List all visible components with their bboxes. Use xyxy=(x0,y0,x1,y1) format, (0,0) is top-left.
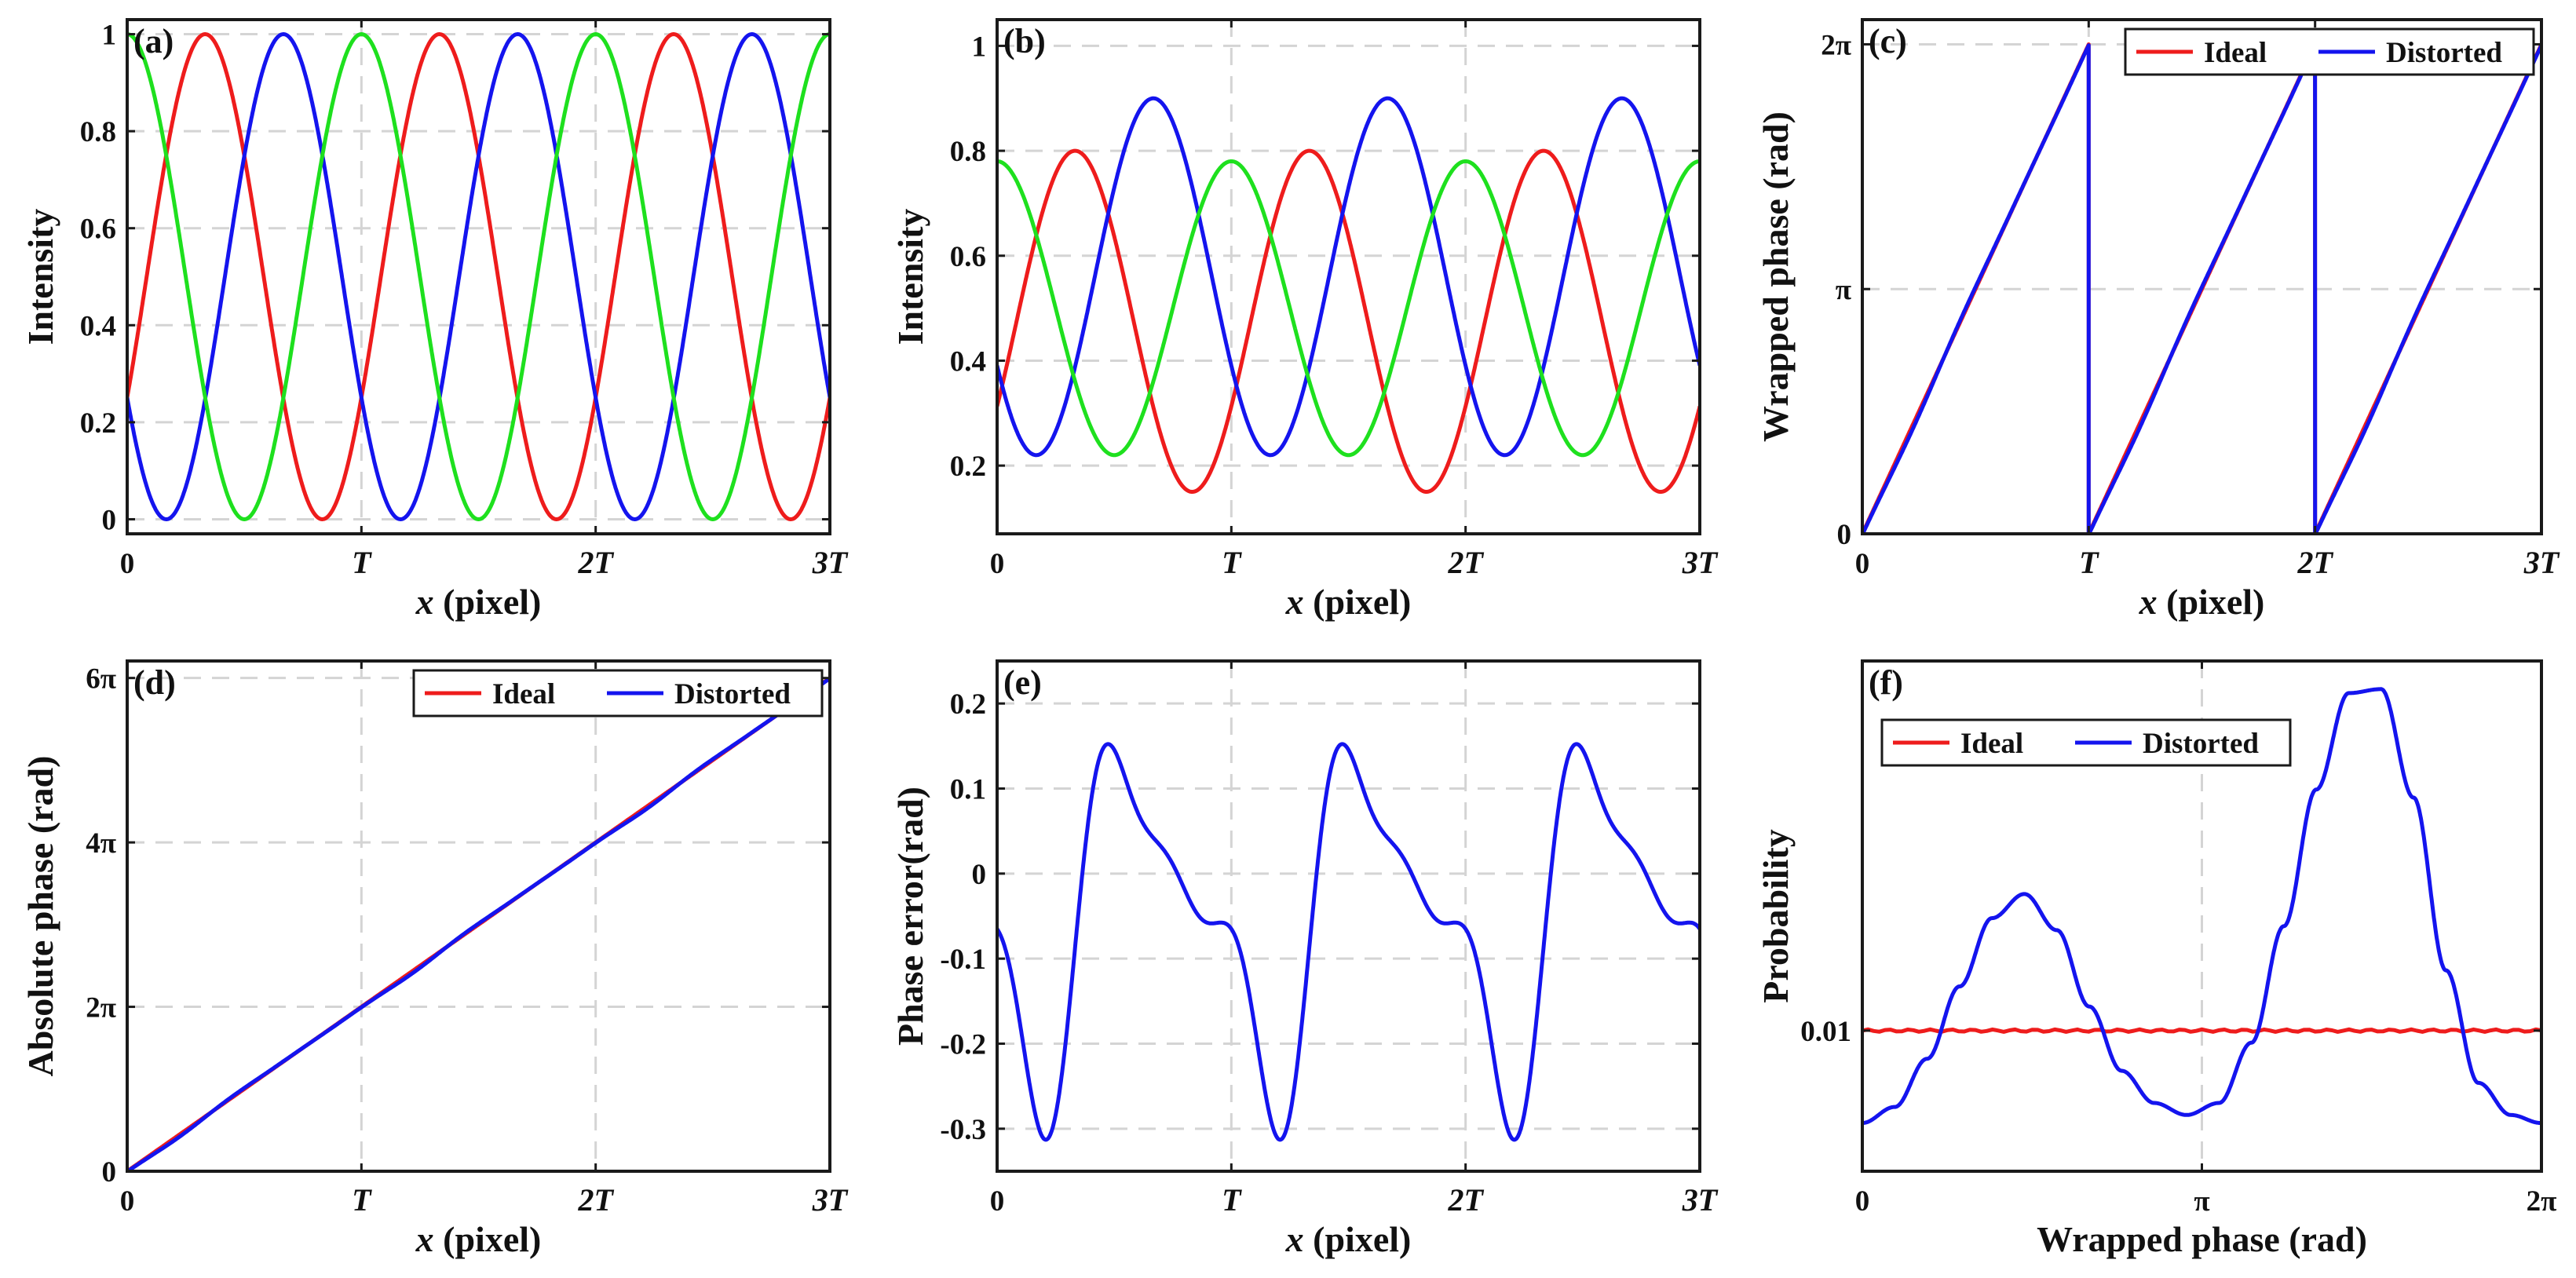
xtick-label-c-0: 0 xyxy=(1855,548,1870,580)
xtick-label-c-1: T xyxy=(2079,545,2099,580)
legend-label-ideal: Ideal xyxy=(1960,728,2023,760)
axes-frame-c xyxy=(1861,18,2543,535)
ytick-label-b-1: 0.4 xyxy=(950,345,986,378)
panel-label-a: (a) xyxy=(133,22,174,60)
xtick-label-e-3: 3T xyxy=(1682,1182,1719,1218)
xtick-label-a-3: 3T xyxy=(812,545,849,580)
legend-d: Ideal Distorted xyxy=(412,669,824,718)
xlabel-e: x (pixel) xyxy=(1285,1219,1412,1259)
xtick-label-b-0: 0 xyxy=(990,548,1005,580)
series-c-distorted xyxy=(1862,43,2541,534)
ytick-label-a-5: 1 xyxy=(102,20,117,52)
ytick-label-c-2: 2π xyxy=(1821,29,1851,61)
series-a-i2 xyxy=(127,32,830,521)
axes-frame-e xyxy=(996,659,1701,1173)
panel-d: 0 T 2T 3T 0 2π 4π 6π x (pixel) Absolute phase (ra… xyxy=(20,659,849,1259)
ytick-label-a-2: 0.4 xyxy=(80,310,116,342)
legend-label-distorted: Distorted xyxy=(2386,37,2502,69)
panel-f: 0 π 2π 0.01 Wrapped phase (rad) Probability (f… xyxy=(1756,659,2557,1259)
xtick-label-d-0: 0 xyxy=(120,1185,135,1218)
series-b-i1 xyxy=(997,148,1700,494)
xtick-label-c-3: 3T xyxy=(2523,545,2560,580)
ytick-label-b-4: 1 xyxy=(972,31,987,63)
legend-c: Ideal Distorted xyxy=(2124,27,2535,76)
ytick-label-f-0: 0.01 xyxy=(1800,1016,1851,1048)
panel-label-f: (f) xyxy=(1869,663,1903,702)
series-e-phase-error xyxy=(997,742,1700,1142)
ytick-label-e-2: -0.1 xyxy=(940,944,986,976)
panel-a: 0 T 2T 3T 0 0.2 0.4 0.6 0.8 1 x (pixel) Intensity (a… xyxy=(20,18,849,622)
ytick-label-d-3: 6π xyxy=(86,663,116,696)
series-f-distorted xyxy=(1862,687,2541,1126)
series-b-i2 xyxy=(997,96,1700,458)
series-b-i3 xyxy=(997,159,1700,458)
ytick-label-e-3: 0 xyxy=(972,859,987,891)
ytick-label-d-1: 2π xyxy=(86,992,116,1024)
ylabel-f: Probability xyxy=(1756,829,1796,1003)
ylabel-a: Intensity xyxy=(20,209,60,345)
ylabel-d: Absolute phase (rad) xyxy=(20,756,60,1077)
xtick-label-f-0: 0 xyxy=(1855,1185,1870,1218)
series-d-distorted xyxy=(127,677,830,1171)
panel-b: 0 T 2T 3T 0.2 0.4 0.6 0.8 1 x (pixel) Intensity (b) xyxy=(890,18,1719,622)
xtick-label-e-1: T xyxy=(1222,1182,1242,1218)
ytick-label-c-1: π xyxy=(1836,274,1851,306)
ytick-label-a-3: 0.6 xyxy=(80,214,116,246)
xlabel-b: x (pixel) xyxy=(1285,582,1412,622)
panel-c: 0 T 2T 3T 0 π 2π x (pixel) Wrapped phase (rad) (c… xyxy=(1756,18,2560,622)
xtick-label-d-2: 2T xyxy=(577,1182,614,1218)
ytick-label-a-0: 0 xyxy=(102,504,117,536)
xlabel-d: x (pixel) xyxy=(415,1219,542,1259)
xtick-label-d-3: 3T xyxy=(812,1182,849,1218)
axes-frame-d xyxy=(126,659,831,1173)
panel-label-b: (b) xyxy=(1003,22,1046,60)
ytick-label-d-2: 4π xyxy=(86,827,116,860)
legend-label-ideal: Ideal xyxy=(492,678,555,710)
axes-frame-b xyxy=(996,18,1701,535)
xtick-label-d-1: T xyxy=(352,1182,372,1218)
xtick-label-c-2: 2T xyxy=(2296,545,2333,580)
xlabel-f: Wrapped phase (rad) xyxy=(2037,1219,2367,1259)
panel-label-e: (e) xyxy=(1003,663,1042,702)
xtick-label-b-1: T xyxy=(1222,545,1242,580)
ytick-label-e-1: -0.2 xyxy=(940,1029,986,1061)
ytick-label-e-5: 0.2 xyxy=(950,688,986,721)
xtick-label-b-3: 3T xyxy=(1682,545,1719,580)
series-a-i3 xyxy=(127,32,830,521)
xlabel-a: x (pixel) xyxy=(415,582,542,622)
axes-frame-a xyxy=(126,18,831,535)
legend-label-ideal: Ideal xyxy=(2204,37,2267,69)
xtick-label-a-2: 2T xyxy=(577,545,614,580)
series-a-i1 xyxy=(127,32,830,521)
legend-f: Ideal Distorted xyxy=(1880,718,2292,767)
ytick-label-b-2: 0.6 xyxy=(950,241,986,273)
ylabel-c: Wrapped phase (rad) xyxy=(1756,111,1796,442)
xlabel-c: x (pixel) xyxy=(2139,582,2265,622)
series-f-ideal xyxy=(1862,1027,2541,1034)
legend-label-distorted: Distorted xyxy=(2143,728,2259,760)
ylabel-e: Phase error(rad) xyxy=(890,787,930,1046)
xtick-label-b-2: 2T xyxy=(1447,545,1484,580)
ytick-label-b-3: 0.8 xyxy=(950,136,986,168)
xtick-label-e-0: 0 xyxy=(990,1185,1005,1218)
panel-label-d: (d) xyxy=(133,663,176,702)
xtick-label-f-2: 2π xyxy=(2527,1185,2557,1218)
xtick-label-f-1: π xyxy=(2194,1185,2209,1218)
ylabel-b: Intensity xyxy=(890,209,930,345)
ytick-label-c-0: 0 xyxy=(1837,519,1852,551)
ytick-label-a-4: 0.8 xyxy=(80,116,116,148)
xtick-label-e-2: 2T xyxy=(1447,1182,1484,1218)
ytick-label-b-0: 0.2 xyxy=(950,451,986,483)
xtick-label-a-0: 0 xyxy=(120,548,135,580)
ytick-label-e-0: -0.3 xyxy=(940,1114,986,1146)
ytick-label-a-1: 0.2 xyxy=(80,407,116,440)
ytick-label-d-0: 0 xyxy=(102,1156,117,1189)
panel-label-c: (c) xyxy=(1869,22,1907,60)
legend-label-distorted: Distorted xyxy=(674,678,791,710)
xtick-label-a-1: T xyxy=(352,545,372,580)
ytick-label-e-4: 0.1 xyxy=(950,774,986,806)
panel-e: 0 T 2T 3T -0.3 -0.2 -0.1 0 0.1 0.2 x (pixel) Phase … xyxy=(890,659,1719,1259)
